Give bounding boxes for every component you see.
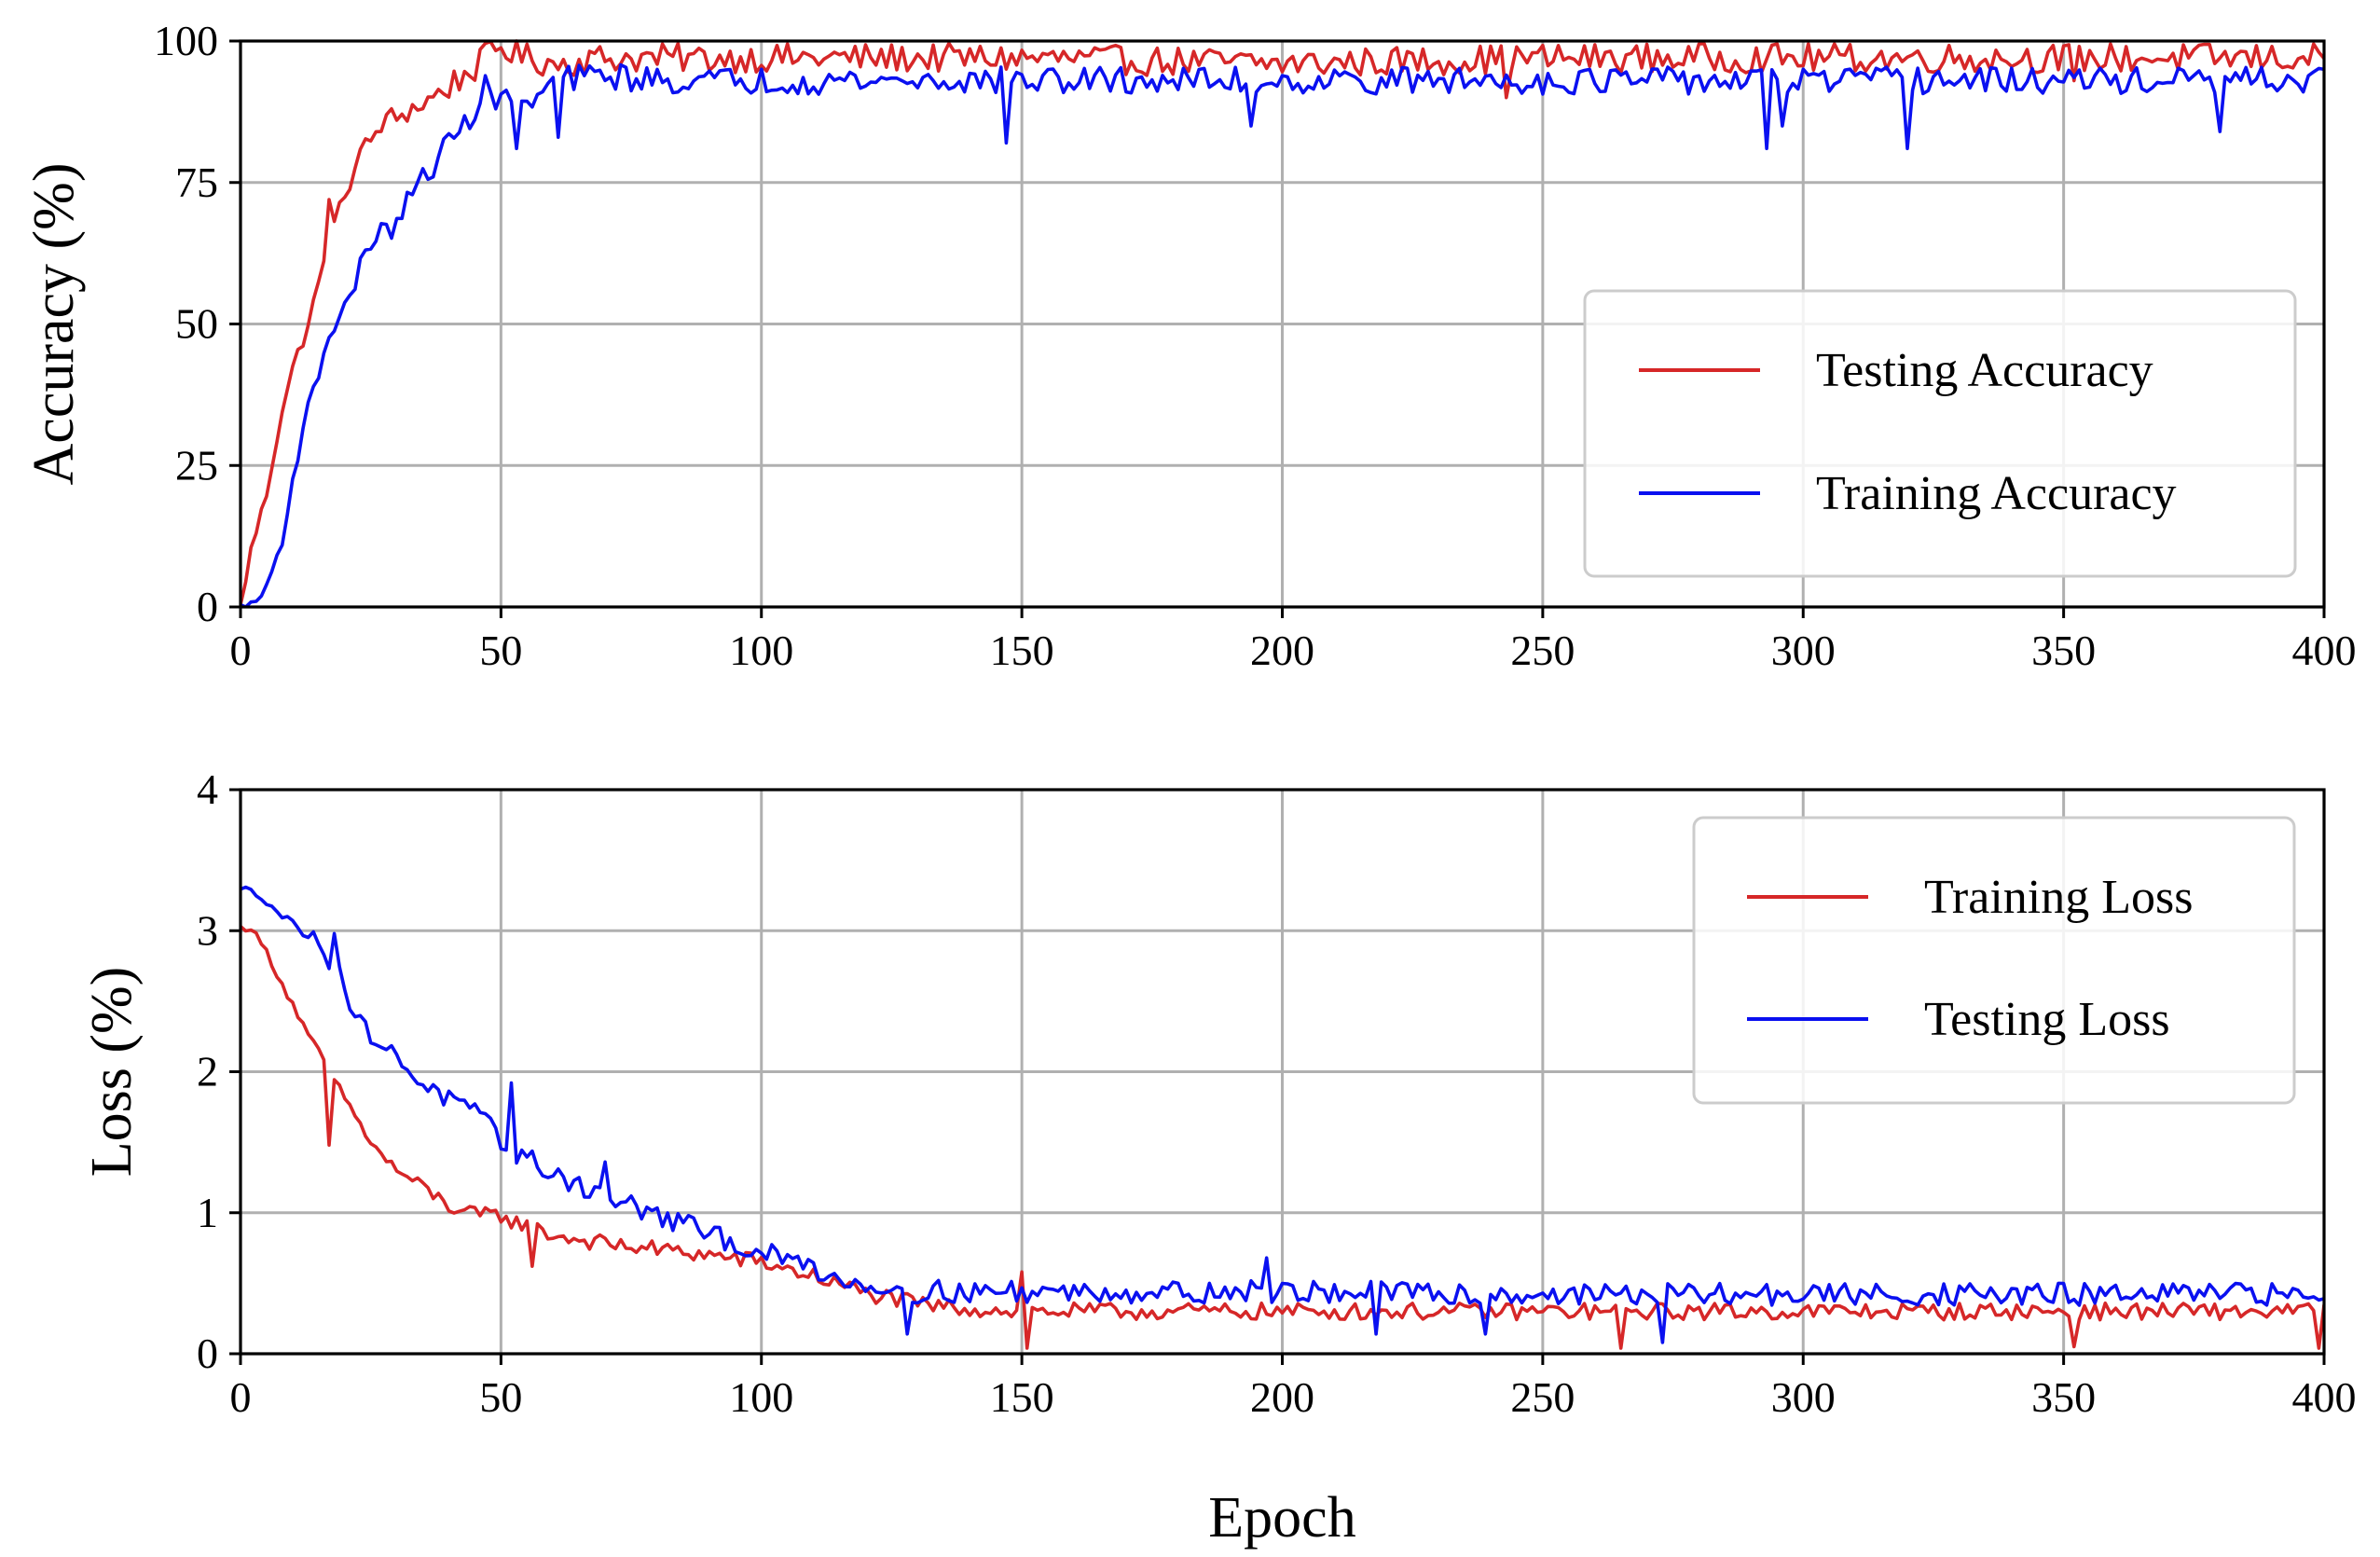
series-line-training-accuracy <box>241 62 2324 607</box>
y-tick-label: 2 <box>197 1048 218 1095</box>
y-tick-label: 100 <box>154 17 218 64</box>
x-tick-label: 250 <box>1510 1373 1575 1421</box>
x-tick-label: 250 <box>1510 627 1575 674</box>
x-tick-label: 150 <box>990 1373 1054 1421</box>
y-tick-label: 75 <box>175 158 218 206</box>
series-line-testing-loss <box>241 885 2324 1344</box>
y-tick-label: 4 <box>197 765 218 813</box>
series-group <box>241 39 2324 607</box>
x-tick-label: 300 <box>1771 627 1836 674</box>
series-line-training-loss <box>241 925 2324 1350</box>
series-group <box>241 885 2324 1350</box>
legend-label: Testing Loss <box>1924 993 2170 1046</box>
accuracy-chart: 0 50 100 150 200 250 300 350 400 0 25 50 75 100 Accura… <box>22 17 2357 674</box>
legend: Testing Accuracy Training Accuracy <box>1583 289 2297 578</box>
x-tick-label: 400 <box>2292 1373 2357 1421</box>
x-tick-label: 150 <box>990 627 1054 674</box>
x-tick-label: 0 <box>230 627 252 674</box>
y-axis-title: Accuracy (%) <box>22 163 86 486</box>
legend-label: Testing Accuracy <box>1816 344 2153 397</box>
y-tick-label: 1 <box>197 1189 218 1236</box>
x-tick-label: 350 <box>2031 627 2096 674</box>
y-axis-title: Loss (%) <box>80 967 144 1178</box>
legend-label: Training Loss <box>1924 871 2193 924</box>
loss-chart: 0 50 100 150 200 250 300 350 400 0 1 2 3 4 Loss (%) Epo… <box>80 765 2357 1550</box>
x-tick-label: 300 <box>1771 1373 1836 1421</box>
x-tick-label: 50 <box>479 1373 522 1421</box>
legend-box <box>1583 289 2297 578</box>
legend-box <box>1692 816 2296 1105</box>
y-tick-label: 3 <box>197 906 218 954</box>
y-tick-label: 25 <box>175 441 218 489</box>
y-tick-label: 0 <box>197 583 218 630</box>
x-tick-label: 200 <box>1250 627 1314 674</box>
x-tick-label: 100 <box>729 627 793 674</box>
x-axis-title: Epoch <box>1208 1486 1355 1550</box>
x-tick-label: 400 <box>2292 627 2357 674</box>
x-tick-label: 100 <box>729 1373 793 1421</box>
x-tick-label: 0 <box>230 1373 252 1421</box>
legend: Training Loss Testing Loss <box>1692 816 2296 1105</box>
series-line-testing-accuracy <box>241 39 2324 605</box>
axis-ticks: 0 50 100 150 200 250 300 350 400 0 25 50 75 100 <box>154 17 2357 674</box>
y-tick-label: 50 <box>175 300 218 348</box>
x-tick-label: 350 <box>2031 1373 2096 1421</box>
x-tick-label: 200 <box>1250 1373 1314 1421</box>
legend-label: Training Accuracy <box>1816 467 2177 520</box>
y-tick-label: 0 <box>197 1330 218 1377</box>
axis-ticks: 0 50 100 150 200 250 300 350 400 0 1 2 3 4 <box>197 765 2357 1421</box>
x-tick-label: 50 <box>479 627 522 674</box>
